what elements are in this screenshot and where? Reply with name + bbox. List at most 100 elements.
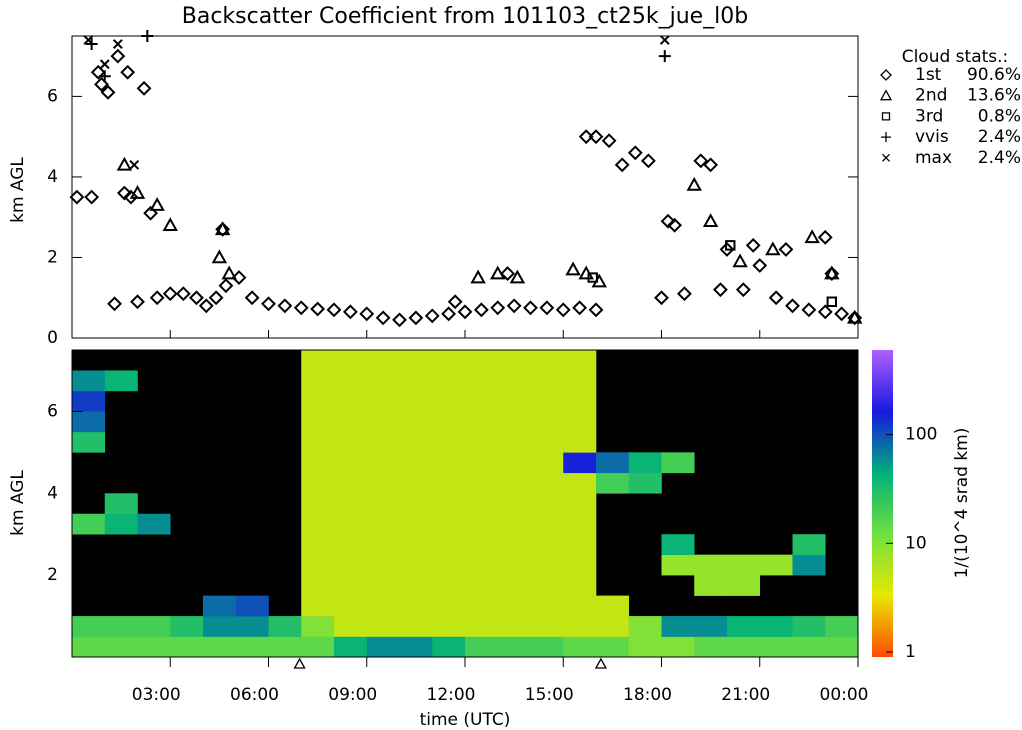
data-point [457,304,473,320]
heatmap-cell [432,554,466,576]
heatmap-cell [334,595,368,617]
heatmap-cell [465,534,499,555]
heatmap-cell [497,452,531,474]
heatmap-cell [334,493,368,515]
heatmap-cell [104,513,138,535]
heatmap-cell [563,370,597,392]
heatmap-cell [530,616,564,637]
heatmap-cell [432,636,466,658]
data-point [572,300,588,316]
heatmap-cell [399,616,433,637]
heatmap-cell [399,513,433,535]
data-point [162,286,178,302]
data-point [804,229,820,244]
data-point [490,265,506,280]
data-point [107,296,122,312]
heatmap-cell [104,636,138,658]
data-point [129,184,146,199]
data-point [686,176,702,191]
legend-value: 0.8% [978,106,1021,126]
heatmap-cell [596,472,630,494]
heatmap-cell [432,411,466,433]
heatmap-cell [497,370,531,392]
x-tick-label: 12:00 [427,685,476,705]
heatmap-cell [497,575,531,596]
heatmap-cell [465,595,499,617]
y-tick-label: 6 [47,401,58,421]
x-tick-label: 21:00 [721,685,770,705]
data-point [725,240,736,251]
heatmap-cell [497,472,531,494]
data-point [214,221,231,236]
heatmap-cell [104,493,138,515]
heatmap-cell [825,636,859,658]
heatmap-cell [301,411,335,433]
legend-label: 2nd [915,86,947,106]
heatmap-cell [399,350,433,371]
heatmap-cell [432,595,466,617]
data-point [627,145,643,161]
legend-label: vvis [915,127,949,147]
heatmap-cell [72,411,106,433]
data-point [473,302,489,318]
heatmap-cell [465,554,499,576]
data-point [660,213,676,229]
heatmap-cell [432,534,466,555]
heatmap-cell [563,575,597,596]
heatmap-cell [399,493,433,515]
heatmap-cell [530,390,564,412]
data-point [785,298,800,314]
heatmap-cell [366,513,400,535]
heatmap-cell [759,616,793,637]
data-point [221,265,237,280]
y-tick-label: 2 [47,247,58,267]
data-point [702,213,719,228]
data-point [801,302,817,318]
colorbar [872,350,893,657]
y-axis-label: km AGL [8,157,28,223]
data-point [817,304,833,320]
data-point [824,265,840,280]
heatmap-cell [366,411,400,433]
heatmap-cell [366,452,400,474]
data-point [149,290,165,306]
heatmap-cell [399,472,433,494]
data-point [745,237,761,253]
data-point [342,304,358,320]
data-point [408,310,424,326]
heatmap-cell [334,350,368,371]
heatmap-cell [596,452,630,474]
data-point [555,302,571,318]
y-tick-label: 4 [47,483,58,503]
data-point [244,290,260,306]
data-point [83,35,94,45]
data-point [703,157,719,173]
colorbar-tick-label: 100 [905,425,937,445]
data-point [293,300,309,316]
heatmap-cell [366,616,400,637]
heatmap-cell [694,554,728,576]
heatmap-cell [104,370,138,392]
chart-title: Backscatter Coefficient from 101103_ct25… [182,4,749,29]
heatmap-cell [203,636,237,658]
heatmap-cell [661,452,695,474]
heatmap-cell [432,370,466,392]
data-point [658,50,671,63]
heatmap-cell [399,534,433,555]
data-point [509,269,526,284]
heatmap-cell [727,636,761,658]
heatmap-cell [563,452,597,474]
heatmap-cell [530,513,564,535]
y-tick-label: 2 [47,565,58,585]
heatmap-cell [203,616,237,637]
heatmap-cell [596,595,630,617]
data-point [847,309,863,324]
y-axis-label: km AGL [8,470,28,536]
heatmap-cell [301,575,335,596]
heatmap-cell [497,554,531,576]
heatmap-cell [366,431,400,453]
heatmap-cell [366,472,400,494]
heatmap-cell [563,411,597,433]
heatmap-cell [563,472,597,494]
